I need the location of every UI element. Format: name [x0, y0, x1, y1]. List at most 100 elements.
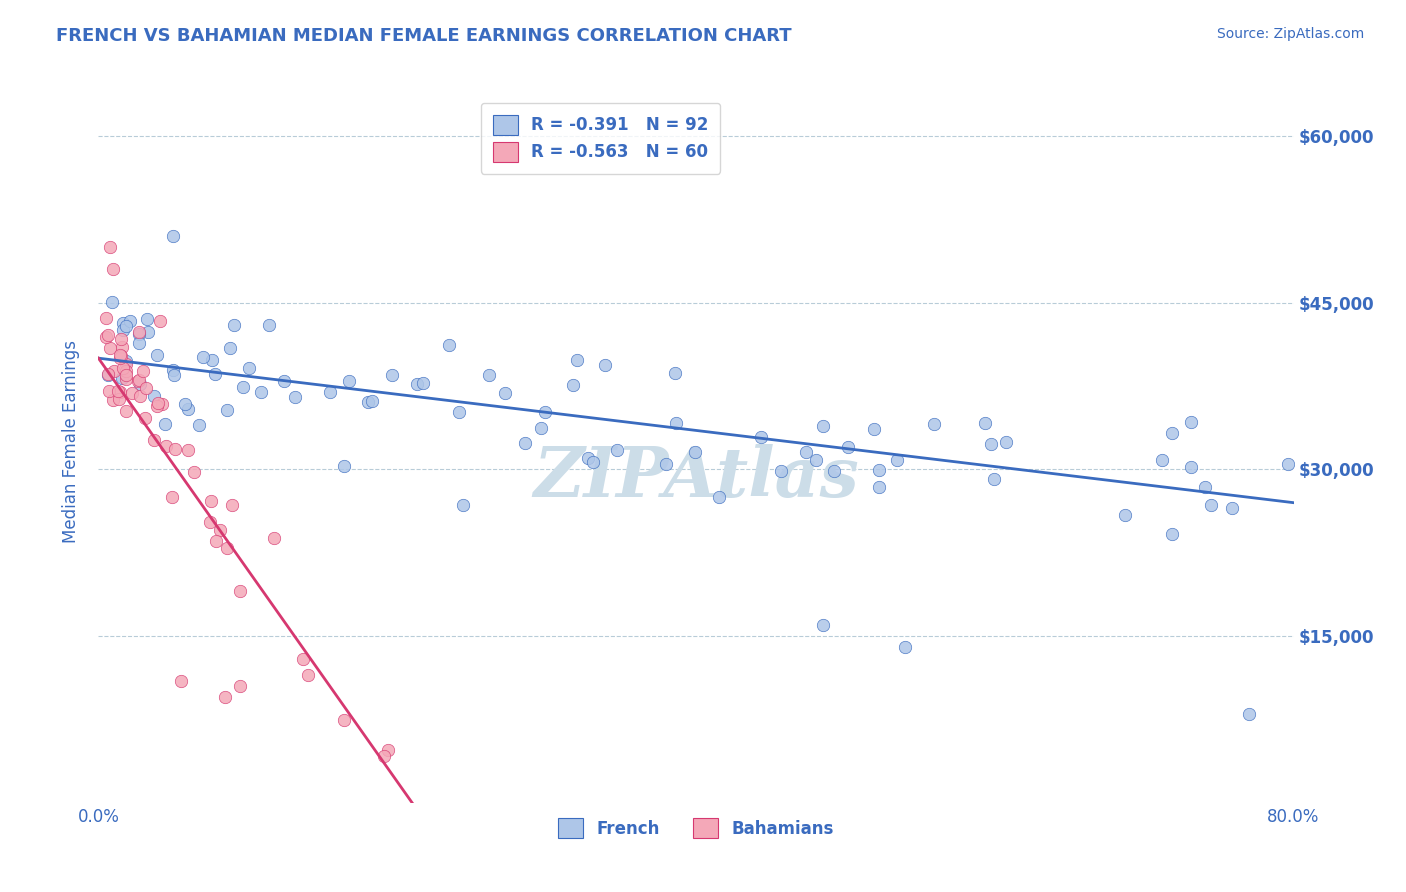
Point: [437, 338, 460, 352]
Point: [1199, 498, 1222, 512]
Point: [115, 372, 138, 386]
Point: [513, 436, 536, 450]
Point: [174, 397, 197, 411]
Point: [412, 376, 434, 391]
Point: [176, 442, 198, 457]
Point: [97, 368, 120, 382]
Point: [94, 330, 117, 344]
Point: [593, 358, 616, 372]
Point: [751, 430, 773, 444]
Point: [103, 262, 125, 277]
Point: [112, 361, 135, 376]
Point: [163, 368, 186, 383]
Point: [863, 422, 886, 436]
Point: [118, 314, 141, 328]
Point: [214, 690, 236, 705]
Point: [149, 314, 172, 328]
Point: [98, 341, 121, 355]
Point: [108, 392, 131, 406]
Point: [128, 326, 150, 341]
Text: FRENCH VS BAHAMIAN MEDIAN FEMALE EARNINGS CORRELATION CHART: FRENCH VS BAHAMIAN MEDIAN FEMALE EARNING…: [56, 27, 792, 45]
Point: [292, 652, 315, 666]
Point: [534, 404, 557, 418]
Point: [1237, 706, 1260, 721]
Point: [143, 388, 166, 402]
Point: [973, 416, 995, 430]
Point: [655, 458, 678, 472]
Point: [128, 336, 150, 351]
Point: [115, 319, 138, 334]
Point: [1161, 526, 1184, 541]
Point: [373, 749, 395, 764]
Point: [155, 439, 177, 453]
Point: [115, 368, 138, 383]
Point: [361, 393, 384, 408]
Point: [582, 455, 605, 469]
Point: [97, 327, 120, 342]
Point: [103, 364, 125, 378]
Point: [284, 390, 307, 404]
Point: [357, 395, 380, 409]
Point: [135, 380, 157, 394]
Point: [377, 742, 399, 756]
Point: [232, 379, 254, 393]
Point: [297, 668, 319, 682]
Point: [380, 820, 402, 834]
Point: [98, 240, 122, 254]
Point: [110, 349, 132, 363]
Point: [217, 541, 239, 555]
Point: [709, 490, 731, 504]
Point: [142, 433, 165, 447]
Point: [1161, 425, 1184, 440]
Point: [333, 713, 356, 727]
Point: [478, 368, 501, 382]
Point: [198, 515, 221, 529]
Point: [101, 294, 124, 309]
Point: [811, 618, 834, 632]
Point: [565, 353, 588, 368]
Point: [1180, 415, 1202, 429]
Point: [132, 363, 155, 377]
Point: [112, 316, 135, 330]
Point: [823, 464, 845, 478]
Point: [381, 368, 404, 383]
Point: [868, 480, 890, 494]
Point: [886, 452, 908, 467]
Point: [683, 444, 706, 458]
Point: [894, 640, 917, 655]
Point: [136, 311, 159, 326]
Point: [811, 418, 834, 433]
Point: [129, 389, 152, 403]
Point: [406, 376, 429, 391]
Point: [770, 464, 793, 478]
Point: [94, 310, 117, 325]
Point: [110, 370, 132, 384]
Point: [980, 437, 1002, 451]
Point: [128, 326, 150, 340]
Point: [1152, 452, 1174, 467]
Point: [224, 318, 246, 332]
Point: [121, 386, 143, 401]
Point: [319, 385, 342, 400]
Point: [794, 445, 817, 459]
Point: [127, 374, 149, 388]
Point: [169, 673, 191, 688]
Point: [162, 228, 184, 243]
Point: [451, 498, 474, 512]
Point: [146, 396, 169, 410]
Point: [183, 465, 205, 479]
Point: [160, 490, 183, 504]
Point: [562, 377, 585, 392]
Point: [664, 366, 686, 380]
Point: [215, 403, 238, 417]
Point: [201, 353, 224, 368]
Point: [229, 679, 252, 693]
Point: [146, 399, 169, 413]
Point: [209, 524, 232, 538]
Point: [250, 384, 273, 399]
Point: [804, 453, 827, 467]
Legend: French, Bahamians: French, Bahamians: [551, 812, 841, 845]
Point: [530, 420, 553, 434]
Point: [205, 534, 228, 549]
Point: [218, 341, 240, 355]
